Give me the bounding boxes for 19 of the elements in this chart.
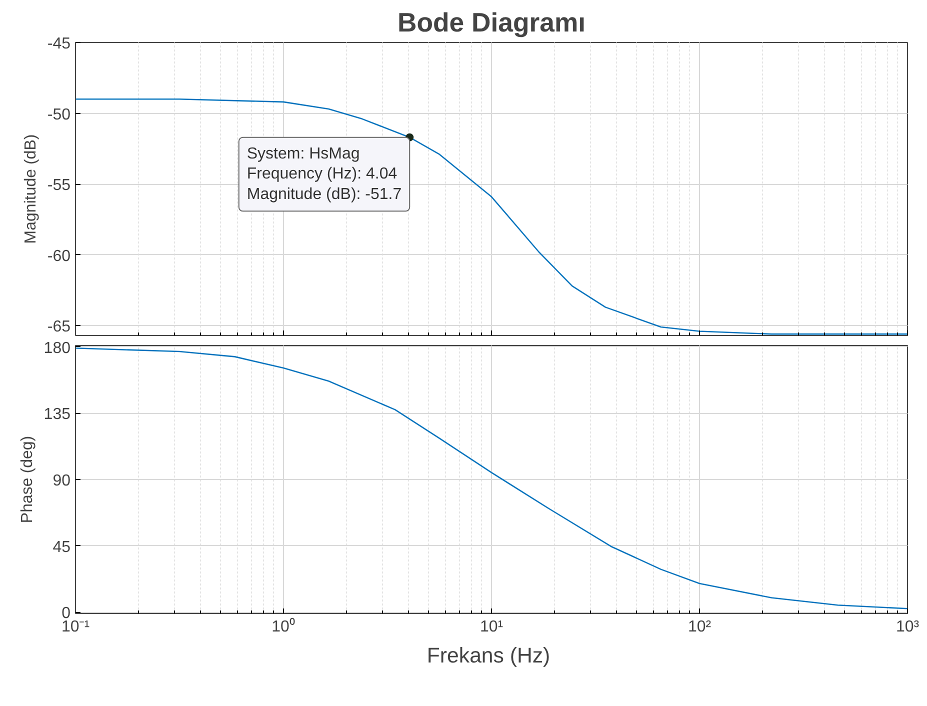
annotation: System: HsMag Frequency (Hz): 4.04 Magnitude (dB): -51.7	[246, 145, 402, 204]
x-tick-label: 10¹	[480, 618, 504, 636]
y-tick-label: -50	[47, 106, 71, 124]
y-tick-label: 180	[44, 340, 71, 357]
y-axis-title: Phase (deg)	[18, 436, 36, 524]
x-tick-label: 10³	[896, 618, 920, 636]
y-tick-label: -55	[47, 177, 71, 194]
x-tick-label: 10⁻¹	[61, 618, 90, 636]
y-tick-label: -45	[47, 36, 71, 52]
chart-title: Bode Diagramı	[397, 8, 586, 38]
y-axis-title: Magnitude (dB)	[22, 134, 40, 244]
y-tick-label: 90	[52, 472, 71, 490]
x-tick-label: 10²	[688, 618, 712, 636]
y-tick-label: -65	[47, 318, 71, 336]
x-axis-title: Frekans (Hz)	[426, 644, 550, 668]
x-tick-label: 10⁰	[272, 618, 296, 636]
y-tick-label: -60	[47, 248, 71, 265]
y-tick-label: 45	[52, 538, 71, 556]
y-tick-label: 135	[44, 406, 71, 424]
